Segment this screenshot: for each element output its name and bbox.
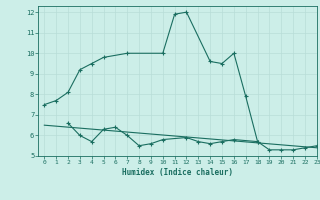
X-axis label: Humidex (Indice chaleur): Humidex (Indice chaleur): [122, 168, 233, 177]
